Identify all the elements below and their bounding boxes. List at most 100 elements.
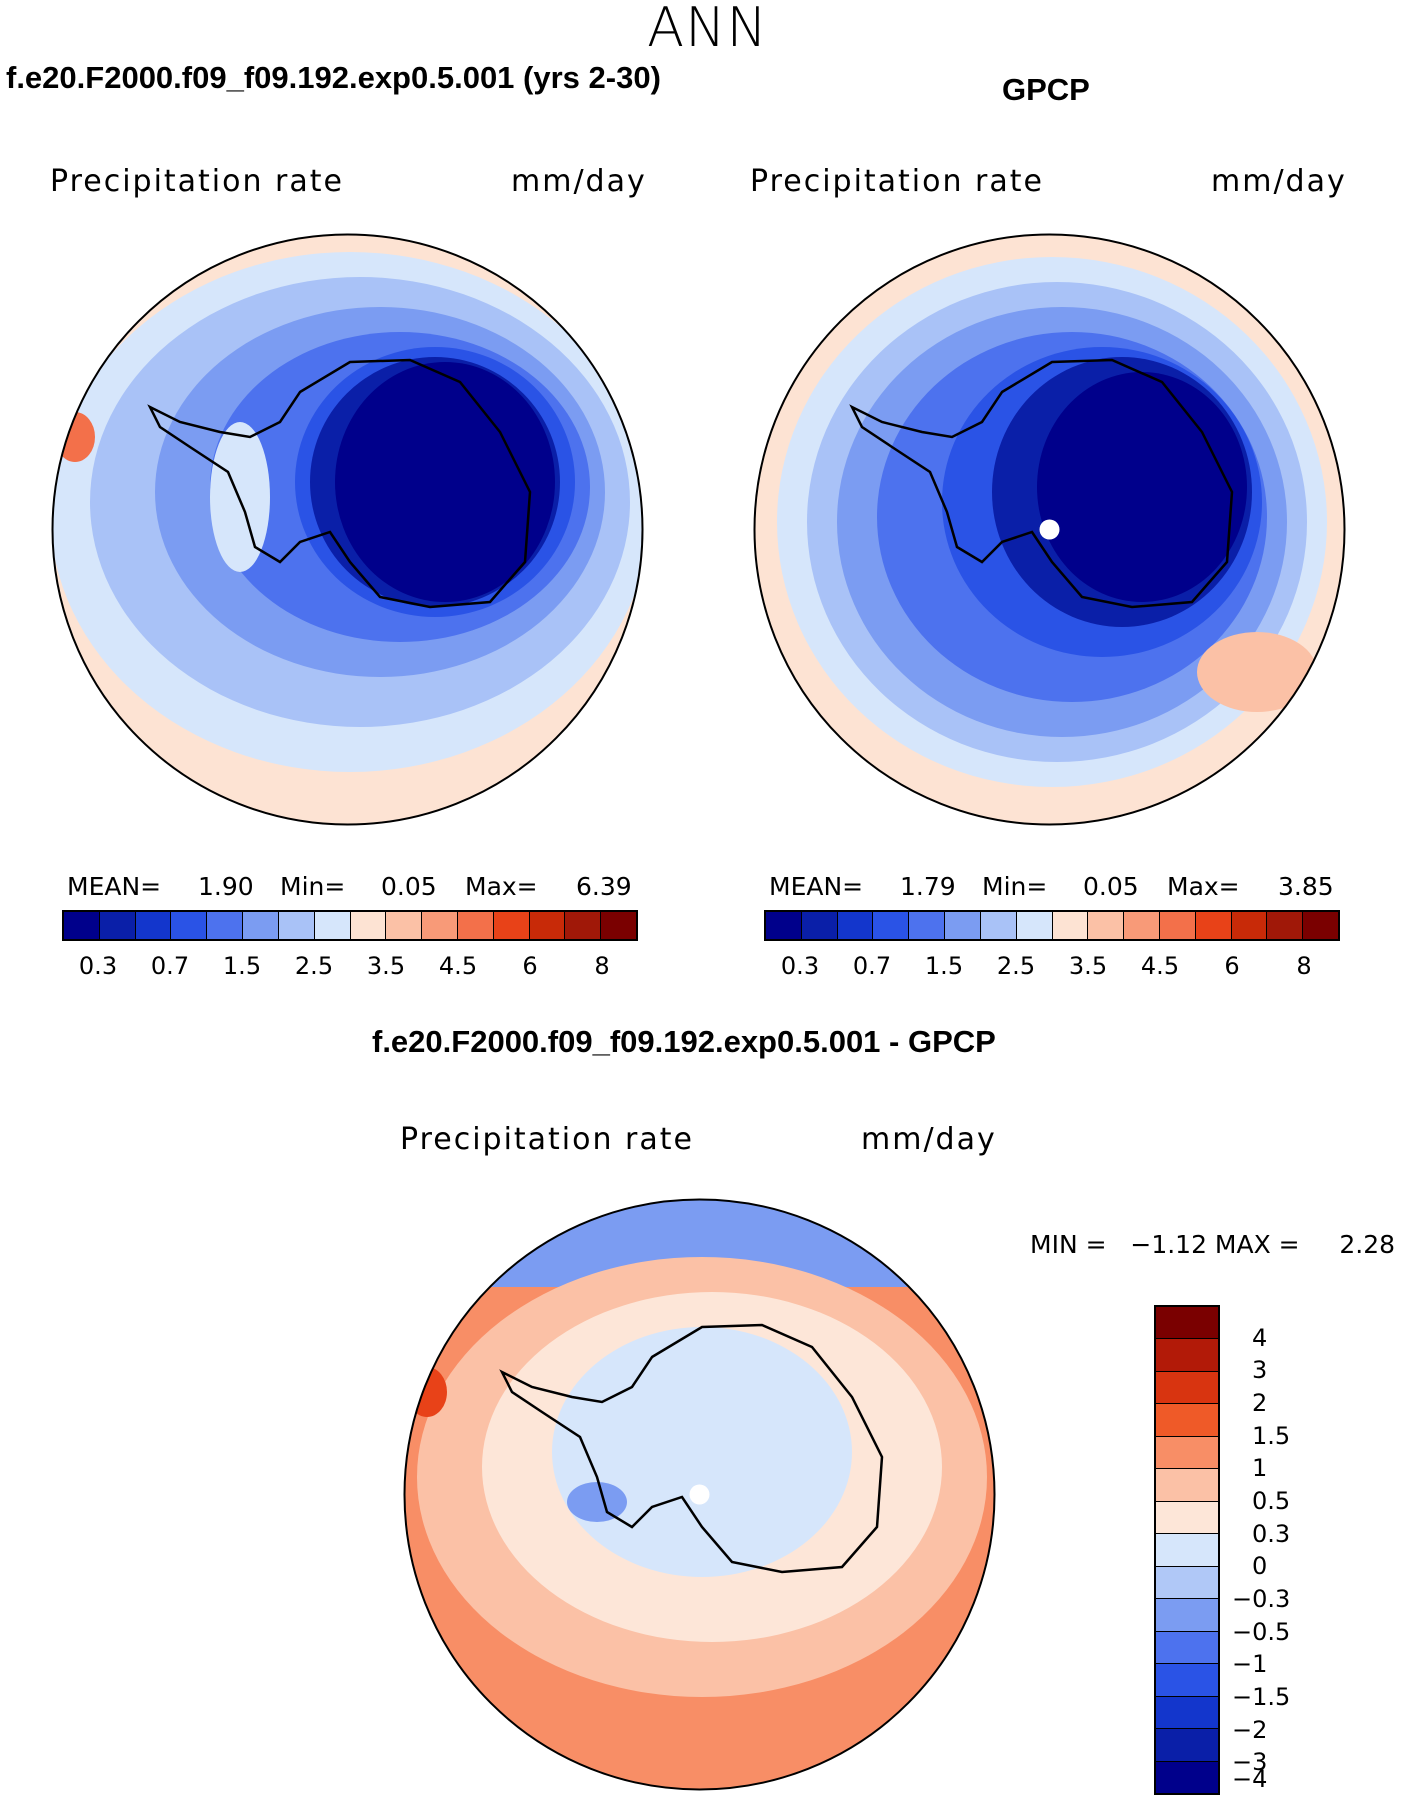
diff-panel-title: f.e20.F2000.f09_f09.192.exp0.5.001 - GPC… (372, 1024, 996, 1059)
obs-colorbar-tick-label: 4.5 (1140, 952, 1180, 980)
obs-colorbar-swatch (1267, 912, 1304, 939)
obs-colorbar-swatch (980, 912, 1017, 939)
diff-polar-map (403, 1198, 996, 1791)
model-map-border (51, 233, 644, 826)
model-colorbar (62, 910, 638, 941)
obs-mean-value: 1.79 (900, 872, 956, 901)
model-colorbar-tick-label: 8 (594, 952, 610, 980)
diff-colorbar-tick-label: 2 (1252, 1389, 1268, 1417)
obs-min-label: Min= (982, 872, 1048, 901)
diff-colorbar-tick-label: −0.5 (1232, 1617, 1291, 1646)
diff-colorbar-swatch (1156, 1469, 1218, 1502)
main-title: ANN (647, 0, 768, 59)
diff-colorbar-tick-label: 0.3 (1252, 1519, 1291, 1548)
model-colorbar-swatch (493, 912, 530, 939)
obs-colorbar-swatch (1159, 912, 1196, 939)
model-colorbar-tick-label: 4.5 (438, 952, 478, 980)
obs-colorbar-tick-label: 3.5 (1068, 952, 1108, 980)
model-variable-label: Precipitation rate (50, 164, 344, 199)
model-colorbar-swatch (422, 912, 458, 939)
obs-colorbar-tick-label: 2.5 (996, 952, 1036, 980)
model-colorbar-swatch (135, 912, 172, 939)
obs-colorbar-swatch (873, 912, 910, 939)
obs-mean-label: MEAN= (769, 872, 864, 901)
obs-map-border (753, 233, 1346, 826)
diff-colorbar-tick-label: 4 (1252, 1323, 1268, 1352)
obs-colorbar-swatch (1124, 912, 1160, 939)
model-max-value: 6.39 (576, 872, 632, 901)
model-colorbar-swatch (314, 912, 351, 939)
obs-colorbar-tick-label: 6 (1224, 952, 1240, 980)
diff-colorbar-swatch (1156, 1566, 1218, 1600)
diff-colorbar-tick-label: −2 (1232, 1715, 1268, 1744)
model-colorbar-swatch (243, 912, 279, 939)
obs-colorbar-swatch (1195, 912, 1232, 939)
diff-minmax-label: MIN = −1.12 MAX = 2.28 (1030, 1230, 1396, 1259)
obs-panel-title: GPCP (1002, 72, 1090, 107)
diff-antarctica-coastline (499, 1323, 884, 1574)
diff-colorbar-swatch (1156, 1404, 1218, 1437)
obs-colorbar-swatch (801, 912, 838, 939)
obs-colorbar-tick-label: 0.7 (852, 952, 892, 980)
model-colorbar-tick-label: 3.5 (366, 952, 406, 980)
diff-variable-label: Precipitation rate (400, 1122, 694, 1157)
diff-colorbar-swatch (1156, 1631, 1218, 1665)
model-min-label: Min= (280, 872, 346, 901)
model-polar-map (51, 233, 644, 826)
obs-colorbar-swatch (1016, 912, 1053, 939)
model-mean-value: 1.90 (198, 872, 254, 901)
model-min-value: 0.05 (381, 872, 437, 901)
obs-colorbar-tick-label: 8 (1296, 952, 1312, 980)
diff-colorbar-tick-label: 0.5 (1252, 1487, 1291, 1515)
model-colorbar-swatch (457, 912, 494, 939)
obs-colorbar-swatch (945, 912, 981, 939)
diff-colorbar (1154, 1305, 1220, 1795)
diff-colorbar-swatch (1156, 1339, 1218, 1372)
model-colorbar-tick-label: 6 (522, 952, 538, 980)
diff-colorbar-tick-label: 3 (1252, 1356, 1268, 1385)
diff-colorbar-tick-label: 1 (1252, 1454, 1268, 1483)
diff-colorbar-swatch (1156, 1371, 1218, 1405)
diff-colorbar-swatch (1156, 1696, 1218, 1730)
diff-colorbar-swatch (1156, 1761, 1218, 1794)
obs-pole-marker (1039, 519, 1060, 540)
model-colorbar-swatch (529, 912, 566, 939)
diff-colorbar-tick-label: −0.3 (1232, 1585, 1291, 1613)
model-colorbar-tick-label: 0.3 (78, 952, 118, 980)
model-colorbar-swatch (565, 912, 602, 939)
diff-colorbar-tick-label: −4 (1232, 1764, 1268, 1793)
obs-colorbar (764, 910, 1340, 941)
model-colorbar-swatch (99, 912, 136, 939)
obs-colorbar-swatch (1231, 912, 1268, 939)
diff-pole-marker (689, 1484, 710, 1505)
obs-colorbar-swatch (766, 912, 802, 939)
obs-colorbar-swatch (1052, 912, 1089, 939)
model-panel-title: f.e20.F2000.f09_f09.192.exp0.5.001 (yrs … (6, 60, 661, 95)
model-colorbar-tick-label: 2.5 (294, 952, 334, 980)
model-mean-label: MEAN= (67, 872, 162, 901)
diff-colorbar-swatch (1156, 1664, 1218, 1697)
diff-colorbar-swatch (1156, 1307, 1218, 1340)
obs-colorbar-tick-label: 0.3 (780, 952, 820, 980)
obs-colorbar-swatch (1088, 912, 1125, 939)
model-colorbar-swatch (278, 912, 315, 939)
diff-colorbar-tick-label: 0 (1252, 1552, 1268, 1581)
model-antarctica-coastline (147, 358, 532, 609)
model-colorbar-swatch (64, 912, 100, 939)
diff-colorbar-tick-label: −1 (1232, 1650, 1268, 1679)
obs-max-label: Max= (1167, 872, 1240, 901)
diff-colorbar-swatch (1156, 1501, 1218, 1535)
diff-colorbar-swatch (1156, 1436, 1218, 1470)
obs-polar-map (753, 233, 1346, 826)
diff-colorbar-swatch (1156, 1534, 1218, 1567)
obs-max-value: 3.85 (1278, 872, 1334, 901)
diff-colorbar-tick-label: −3 (1232, 1748, 1268, 1777)
model-colorbar-swatch (350, 912, 387, 939)
model-colorbar-swatch (171, 912, 208, 939)
diff-colorbar-swatch (1156, 1599, 1218, 1632)
model-colorbar-swatch (601, 912, 636, 939)
model-colorbar-tick-label: 0.7 (150, 952, 190, 980)
model-colorbar-tick-label: 1.5 (222, 952, 262, 980)
obs-colorbar-swatch (909, 912, 946, 939)
obs-units-label: mm/day (1211, 164, 1347, 199)
